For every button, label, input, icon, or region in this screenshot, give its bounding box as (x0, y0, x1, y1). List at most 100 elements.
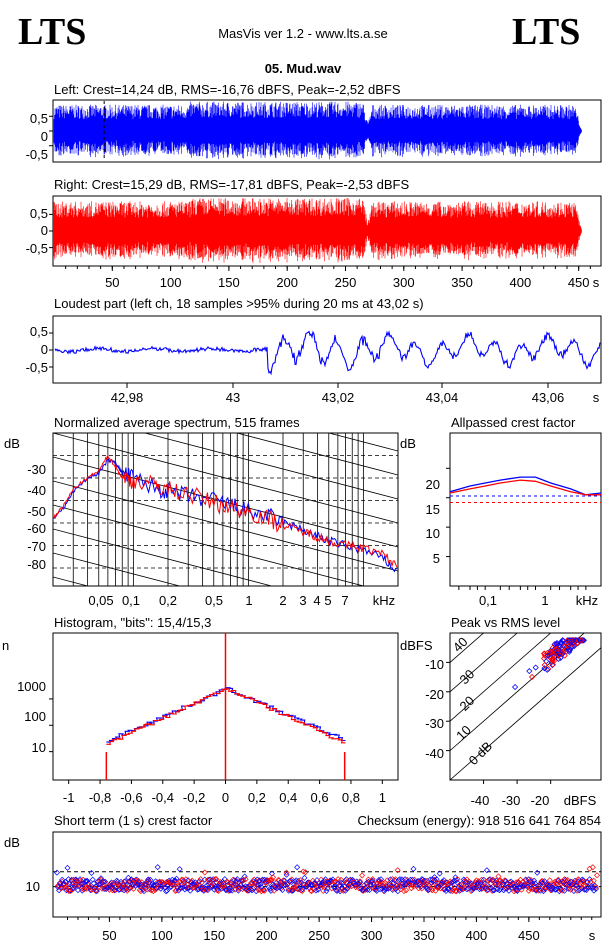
prms-point (566, 647, 573, 654)
prms-point (580, 637, 587, 644)
stc-point (259, 877, 266, 884)
spec-slope-line--2 (235, 433, 398, 476)
stc-point (393, 882, 400, 889)
prms-point (532, 664, 539, 671)
stc-point (366, 887, 373, 893)
stc-point (363, 880, 370, 887)
stc-point (410, 883, 417, 890)
stc-point (124, 887, 131, 894)
spec-slope-line-4 (53, 528, 274, 586)
prms-point (541, 665, 548, 672)
stc-point (222, 887, 229, 893)
histogram-title: Histogram, "bits": 15,4/15,3 (54, 615, 211, 630)
stc-point (271, 887, 277, 894)
stc-point (295, 886, 302, 893)
stc-point (258, 888, 265, 895)
stc-point (99, 880, 106, 887)
stc-point (515, 878, 522, 885)
stc-point (396, 876, 403, 883)
spec-xtick-05: 0,5 (205, 593, 223, 608)
stc-point (459, 886, 466, 893)
loud-ytick-neg: -0,5 (26, 360, 48, 375)
allpass-ytick-5: 5 (433, 551, 440, 566)
stc-point (202, 886, 209, 893)
histogram-series (49, 633, 346, 780)
stc-point (586, 865, 593, 872)
wave-xtick-350: 350 (451, 275, 473, 290)
stc-point (147, 876, 154, 883)
histo-xtick--0,6: -0,6 (120, 790, 142, 805)
histo-xtick-0: 0 (222, 790, 229, 805)
spectrum-ylabel: dB (4, 436, 20, 451)
stc-point (283, 871, 290, 878)
prms-point (553, 645, 560, 652)
stc-point (388, 882, 395, 889)
stc-point (403, 887, 410, 894)
stc-point (438, 879, 445, 885)
stc-point (238, 878, 245, 885)
stc-point (565, 882, 572, 889)
stc-point (132, 877, 139, 883)
stc-point (212, 876, 219, 883)
stc-xtick-450: 450 (518, 928, 540, 943)
prms-point (511, 683, 519, 691)
loudest-part-panel: Loudest part (left ch, 18 samples >95% d… (26, 296, 602, 405)
stc-point (589, 885, 596, 891)
wave-xtick-300: 300 (393, 275, 415, 290)
stc-point (590, 877, 597, 884)
stc-point (145, 876, 152, 883)
stc-point (240, 877, 247, 884)
stc-point (299, 886, 306, 893)
spectrum-grid (53, 433, 398, 586)
stc-point (209, 883, 216, 889)
stc-point (63, 883, 70, 890)
stc-point (62, 884, 69, 891)
stc-point (364, 886, 371, 893)
prms-diag-40 (450, 633, 485, 663)
histogram-ylabel: n (2, 638, 9, 653)
waveform-x-axis: 50 100 150 200 250 300 350 400 450 (65, 266, 591, 290)
stc-point (203, 886, 210, 893)
stc-point (294, 864, 301, 871)
stc-point (219, 883, 226, 890)
stc-point (298, 887, 305, 894)
stc-point (185, 877, 192, 884)
stc-point (394, 867, 401, 874)
stc-point (413, 879, 420, 886)
stc-point (289, 887, 296, 894)
stc-point (213, 876, 220, 883)
short-term-frame (52, 831, 602, 918)
stc-point (78, 881, 85, 888)
wave-xtick-100: 100 (160, 275, 182, 290)
stc-point (239, 886, 246, 892)
stc-point (295, 878, 302, 884)
stc-point (359, 872, 366, 879)
stc-point (196, 882, 203, 889)
stc-xtick-100: 100 (151, 928, 173, 943)
spec-xtick-02: 0,2 (159, 593, 177, 608)
stc-point (134, 881, 141, 888)
prms-point (564, 637, 571, 644)
stc-point (281, 877, 288, 884)
stc-point (283, 869, 290, 876)
prms-point (573, 640, 581, 647)
stc-point (256, 878, 263, 884)
histo-xtick--0,4: -0,4 (152, 790, 174, 805)
stc-point (274, 885, 281, 892)
checksum-text: Checksum (energy): 918 516 641 764 854 (357, 813, 601, 828)
stc-point (558, 880, 565, 887)
stc-point (483, 867, 490, 874)
stc-point (293, 882, 299, 889)
stc-point (583, 878, 590, 885)
stc-point (539, 880, 546, 886)
prms-xtick-40: -40 (471, 793, 490, 808)
stc-point (98, 875, 104, 882)
stc-point (178, 881, 185, 888)
loudest-part-line (54, 330, 601, 376)
prms-point (578, 637, 585, 644)
stc-point (187, 887, 194, 894)
stc-point (92, 888, 99, 894)
loud-x-unit: s (593, 390, 600, 405)
right-ytick-zero: 0 (41, 223, 48, 238)
